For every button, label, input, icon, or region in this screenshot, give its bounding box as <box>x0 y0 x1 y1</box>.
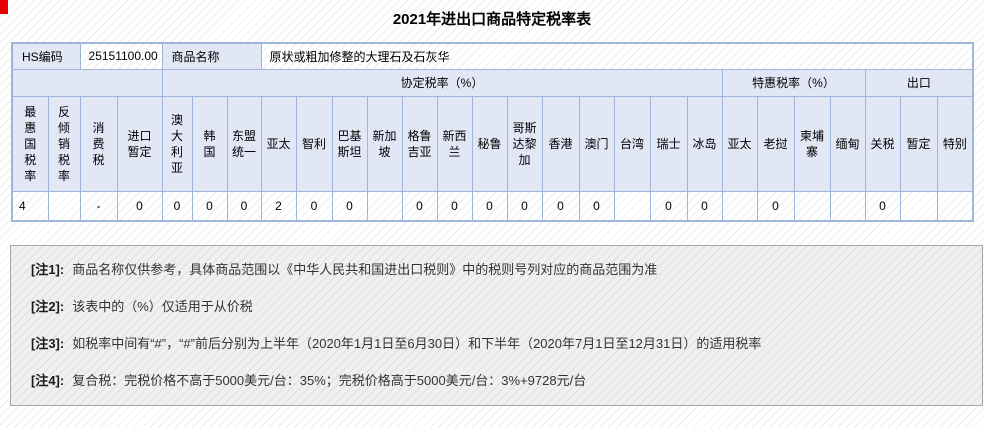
col-value-0: 4 <box>11 190 49 222</box>
col-header-5: 韩 国 <box>191 95 228 192</box>
col-value-3: 0 <box>116 190 163 222</box>
group-empty-cell <box>11 68 163 97</box>
col-value-17 <box>613 190 651 222</box>
col-value-10 <box>366 190 403 222</box>
col-value-25 <box>899 190 938 222</box>
col-value-22 <box>793 190 831 222</box>
col-header-7: 亚太 <box>260 95 297 192</box>
col-header-19: 冰岛 <box>686 95 723 192</box>
col-value-9: 0 <box>331 190 368 222</box>
note-label-1: [注1]: <box>31 262 65 277</box>
col-header-1: 反 倾 销 税 率 <box>47 95 81 192</box>
col-value-18: 0 <box>649 190 688 222</box>
col-value-11: 0 <box>401 190 438 222</box>
col-header-11: 格鲁 吉亚 <box>401 95 438 192</box>
col-value-5: 0 <box>191 190 228 222</box>
col-header-17: 台湾 <box>613 95 651 192</box>
col-header-20: 亚太 <box>721 95 758 192</box>
col-value-20 <box>721 190 758 222</box>
column-header-row: 最 惠 国 税 率反 倾 销 税 率消 费 税进口 暂定澳 大 利 亚韩 国东盟… <box>11 95 974 192</box>
note-line-3: [注3]: 如税率中间有“#”，“#”前后分别为上半年（2020年1月1日至6月3… <box>31 334 962 354</box>
col-value-23 <box>829 190 866 222</box>
col-header-16: 澳门 <box>578 95 615 192</box>
col-header-14: 哥斯 达黎 加 <box>506 95 543 192</box>
col-value-16: 0 <box>578 190 615 222</box>
page-title: 2021年进出口商品特定税率表 <box>392 11 592 28</box>
col-header-12: 新西 兰 <box>436 95 473 192</box>
col-header-25: 暂定 <box>899 95 938 192</box>
notes-box: [注1]: 商品名称仅供参考，具体商品范围以《中华人民共和国进出口税则》中的税则号… <box>10 245 983 406</box>
col-header-23: 缅甸 <box>829 95 866 192</box>
col-value-15: 0 <box>541 190 580 222</box>
col-header-4: 澳 大 利 亚 <box>161 95 193 192</box>
col-header-22: 柬埔 寨 <box>793 95 831 192</box>
note-label-4: [注4]: <box>31 373 65 388</box>
col-header-6: 东盟 统一 <box>226 95 262 192</box>
note-line-4: [注4]: 复合税：完税价格不高于5000美元/台：35%；完税价格高于5000美… <box>31 371 962 391</box>
note-label-3: [注3]: <box>31 336 65 351</box>
col-value-21: 0 <box>756 190 795 222</box>
note-text-3: 如税率中间有“#”，“#”前后分别为上半年（2020年1月1日至6月30日）和下… <box>72 336 762 351</box>
col-value-2: - <box>79 190 118 222</box>
col-header-18: 瑞士 <box>649 95 688 192</box>
col-header-13: 秘鲁 <box>471 95 508 192</box>
note-text-2: 该表中的（%）仅适用于从价税 <box>72 299 253 314</box>
col-value-4: 0 <box>161 190 193 222</box>
group-export: 出口 <box>864 68 974 97</box>
col-header-9: 巴基 斯坦 <box>331 95 368 192</box>
info-row: HS编码 25151100.00 商品名称 原状或粗加修整的大理石及石灰华 <box>11 42 974 70</box>
note-label-2: [注2]: <box>31 299 65 314</box>
col-value-12: 0 <box>436 190 473 222</box>
col-header-15: 香港 <box>541 95 580 192</box>
tariff-table: HS编码 25151100.00 商品名称 原状或粗加修整的大理石及石灰华 协定… <box>11 42 975 222</box>
col-header-2: 消 费 税 <box>79 95 118 192</box>
col-value-1 <box>47 190 81 222</box>
col-value-13: 0 <box>471 190 508 222</box>
hs-code-label: HS编码 <box>11 42 81 70</box>
col-value-24: 0 <box>864 190 901 222</box>
note-text-1: 商品名称仅供参考，具体商品范围以《中华人民共和国进出口税则》中的税则号列对应的商… <box>72 262 658 277</box>
col-header-24: 关税 <box>864 95 901 192</box>
col-header-8: 智利 <box>295 95 333 192</box>
col-value-19: 0 <box>686 190 723 222</box>
group-preferential-rates: 特惠税率（%） <box>721 68 866 97</box>
col-value-6: 0 <box>226 190 262 222</box>
note-line-2: [注2]: 该表中的（%）仅适用于从价税 <box>31 297 962 317</box>
col-value-8: 0 <box>295 190 333 222</box>
group-agreement-rates: 协定税率（%） <box>161 68 723 97</box>
hs-code-value: 25151100.00 <box>79 42 163 70</box>
note-text-4: 复合税：完税价格不高于5000美元/台：35%；完税价格高于5000美元/台：3… <box>72 373 587 388</box>
red-marker <box>0 0 8 14</box>
col-header-26: 特别 <box>936 95 974 192</box>
product-name-label: 商品名称 <box>161 42 262 70</box>
col-value-7: 2 <box>260 190 297 222</box>
note-line-1: [注1]: 商品名称仅供参考，具体商品范围以《中华人民共和国进出口税则》中的税则号… <box>31 260 962 280</box>
col-header-10: 新加 坡 <box>366 95 403 192</box>
group-header-row: 协定税率（%） 特惠税率（%） 出口 <box>11 68 974 97</box>
col-header-0: 最 惠 国 税 率 <box>11 95 49 192</box>
col-value-14: 0 <box>506 190 543 222</box>
product-name-value: 原状或粗加修整的大理石及石灰华 <box>260 42 974 70</box>
col-header-21: 老挝 <box>756 95 795 192</box>
col-value-26 <box>936 190 974 222</box>
col-header-3: 进口 暂定 <box>116 95 163 192</box>
